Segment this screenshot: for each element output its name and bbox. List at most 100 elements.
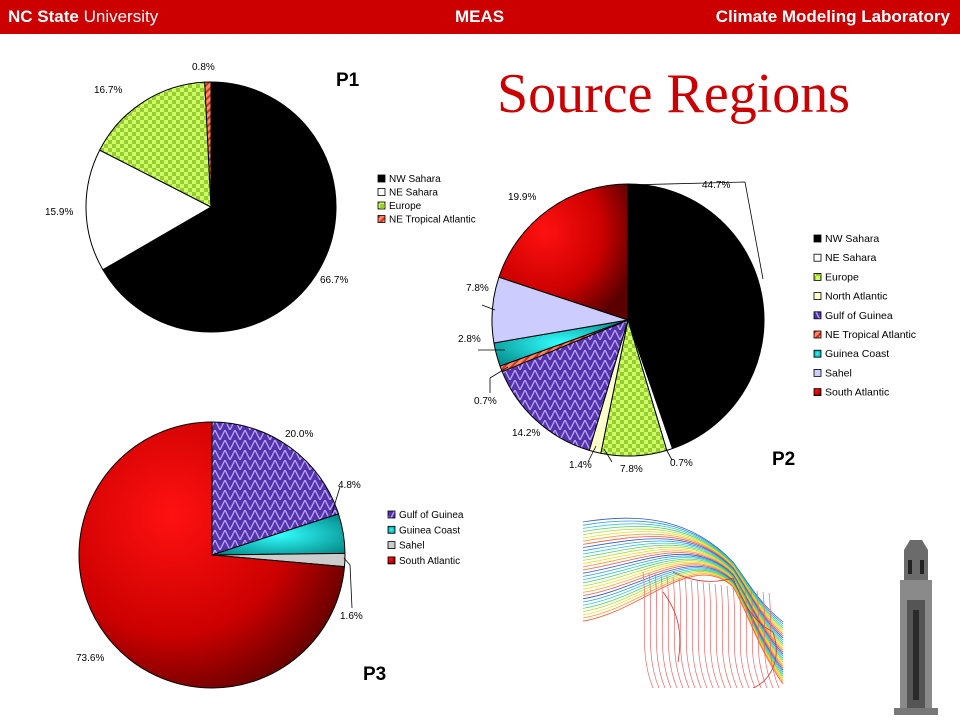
p2-legend-swatch-guinea-coast [813, 349, 822, 358]
p3-legend-item-guinea-coast: Guinea Coast [399, 525, 460, 536]
trajectory-line [732, 586, 744, 688]
p1-legend-swatch-nw-sahara [377, 174, 386, 183]
p3-slice-south-atlantic [78, 421, 346, 689]
trajectory-line [583, 572, 784, 681]
trajectory-line [583, 552, 784, 653]
p3-slice-gulf-of-guinea [211, 421, 340, 556]
trajectory-line [583, 526, 784, 629]
p2-legend-swatch-sahel [813, 368, 822, 377]
trajectory-line [583, 558, 784, 661]
trajectory-line [583, 533, 784, 635]
p2-legend-item-ne-tropical-atlantic: NE Tropical Atlantic [825, 329, 916, 341]
trajectory-line [583, 544, 784, 645]
trajectory-line [583, 574, 784, 685]
p1-data-label-europe: 16.7% [94, 85, 122, 96]
p3-legend-item-gulf-of-guinea: Gulf of Guinea [399, 510, 464, 521]
department-name: MEAS [455, 7, 505, 26]
trajectory-line [583, 523, 784, 627]
p2-data-label-south-atlantic: 19.9% [508, 192, 536, 203]
p2-data-label-sahel: 7.8% [466, 283, 489, 294]
p2-legend-item-guinea-coast: Guinea Coast [825, 348, 889, 360]
trajectory-map [583, 517, 784, 688]
trajectory-line [583, 557, 784, 659]
trajectory-line [583, 538, 784, 639]
trajectory-line [702, 581, 714, 688]
trajectory-line [756, 590, 768, 688]
p2-data-label-north-atlantic: 1.4% [569, 460, 592, 471]
p3-legend-swatch-guinea-coast [387, 525, 396, 534]
p2-legend-item-ne-sahara: NE Sahara [825, 252, 877, 264]
p2-data-label-nw-sahara: 44.7% [702, 180, 730, 191]
trajectory-line [583, 563, 784, 667]
p2-legend-item-gulf-of-guinea: Gulf of Guinea [825, 310, 893, 322]
p3-legend-swatch-sahel [387, 541, 396, 549]
trajectory-line [583, 555, 784, 657]
p1-legend-item-ne-sahara: NE Sahara [389, 188, 438, 199]
leader-line [331, 486, 341, 514]
p2-legend-item-north-atlantic: North Atlantic [825, 291, 887, 303]
trajectory-line [583, 561, 784, 665]
p3-legend-item-south-atlantic: South Atlantic [399, 556, 460, 567]
p2-slice-nw-sahara [627, 183, 765, 450]
p1-data-label-ne-tropical-atlantic: 0.8% [192, 62, 215, 73]
p3-legend-swatch-gulf-of-guinea [387, 510, 396, 519]
trajectory-line [583, 548, 784, 649]
p1-legend-swatch-ne-sahara [377, 188, 386, 196]
trajectory-line [690, 579, 702, 688]
trajectory-line [714, 583, 726, 688]
p2-data-label-gulf-of-guinea: 14.2% [512, 428, 540, 439]
leader-line [481, 304, 496, 311]
p1-legend-item-ne-tropical-atlantic: NE Tropical Atlantic [389, 215, 476, 226]
p1-legend-item-nw-sahara: NW Sahara [389, 174, 441, 185]
trajectory-line [648, 572, 660, 688]
p1-slice-ne-sahara [85, 149, 213, 271]
trajectory-line [708, 582, 720, 688]
p1-legend-swatch-europe [377, 201, 386, 210]
p2-slice-gulf-of-guinea [501, 319, 629, 451]
p2-legend-item-europe: Europe [825, 271, 859, 283]
trajectory-line [750, 589, 762, 688]
trajectory-line [672, 576, 684, 688]
p2-legend-swatch-gulf-of-guinea [813, 311, 822, 320]
p2-legend-swatch-nw-sahara [813, 234, 822, 243]
trajectory-line [583, 520, 784, 625]
p2-legend-swatch-europe [813, 272, 822, 281]
leader-line [489, 366, 509, 393]
leader-line [343, 557, 353, 609]
trajectory-line [642, 571, 654, 688]
trajectory-line [678, 577, 690, 688]
p2-legend: NW Sahara NE Sahara Europe North Atlantic Gu… [813, 233, 916, 399]
trajectory-line [583, 531, 784, 633]
trajectory-line [583, 565, 784, 671]
p3-data-label-south-atlantic: 73.6% [76, 653, 104, 664]
trajectory-line [583, 540, 784, 641]
trajectory-line [666, 575, 678, 688]
trajectory-line [768, 592, 780, 688]
chart-label-p3: P3 [363, 664, 387, 685]
trajectory-line [696, 580, 708, 688]
belltower-logo [880, 540, 952, 715]
slide-title: Source Regions [497, 63, 851, 125]
trajectory-line [660, 574, 672, 688]
p1-slice-nw-sahara [102, 81, 337, 333]
trajectory-line [583, 560, 784, 663]
p2-legend-swatch-south-atlantic [813, 388, 822, 397]
trajectory-line [583, 546, 784, 647]
trajectory-line [654, 573, 666, 688]
trajectory-line [583, 528, 784, 631]
leader-line [587, 445, 597, 463]
leader-line [627, 181, 764, 280]
pie-p3: 20.0% 4.8% 1.6% 73.6% Gulf of Guinea Guinea C… [76, 421, 464, 689]
p3-data-label-guinea-coast: 4.8% [338, 480, 361, 491]
p3-legend: Gulf of Guinea Guinea Coast Sahel South Atl… [387, 510, 464, 567]
p3-legend-item-sahel: Sahel [399, 541, 425, 552]
trajectory-line [684, 578, 696, 688]
p1-data-label-nw-sahara: 66.7% [320, 275, 348, 286]
p2-legend-item-sahel: Sahel [825, 367, 852, 379]
trajectory-line [583, 569, 784, 677]
p2-legend-swatch-ne-tropical-atlantic [813, 330, 822, 339]
p2-slice-south-atlantic [498, 183, 629, 321]
p1-slice-europe [99, 81, 212, 208]
trajectory-line [583, 542, 784, 643]
